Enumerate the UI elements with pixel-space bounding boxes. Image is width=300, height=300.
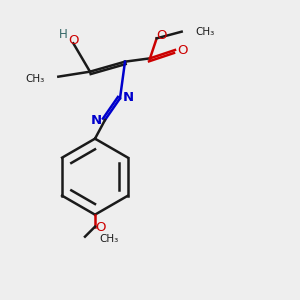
Text: CH₃: CH₃: [25, 74, 44, 84]
Text: O: O: [95, 221, 105, 234]
Text: N: N: [90, 113, 102, 127]
Text: O: O: [68, 34, 79, 47]
Text: CH₃: CH₃: [99, 234, 118, 244]
Text: CH₃: CH₃: [196, 27, 215, 37]
Text: O: O: [177, 44, 187, 56]
Text: N: N: [122, 91, 134, 104]
Text: H: H: [59, 28, 68, 41]
Text: O: O: [156, 29, 167, 42]
